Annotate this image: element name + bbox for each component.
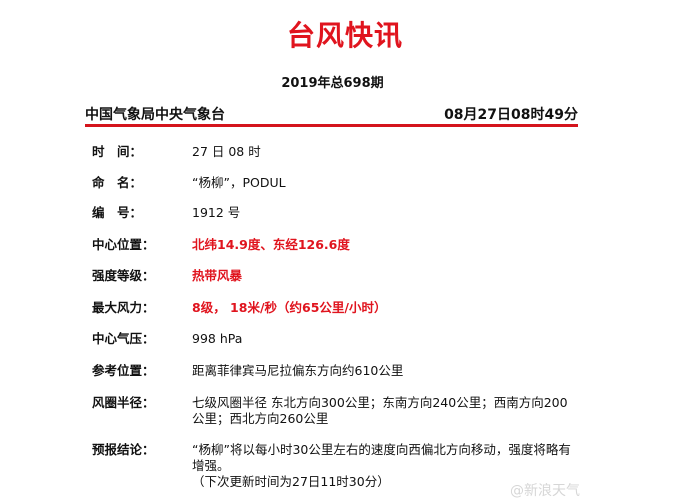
row-value: 27 日 08 时	[192, 144, 577, 160]
row-label: 强度等级：	[92, 268, 155, 283]
watermark: @新浪天气	[510, 483, 580, 499]
row-value: 8级， 18米/秒（约65公里/小时）	[192, 300, 577, 316]
row-label: 风圈半径：	[92, 395, 155, 410]
row-label: 预报结论：	[92, 442, 155, 457]
agency-name: 中国气象局中央气象台	[85, 107, 225, 123]
row-label: 命 名：	[92, 175, 143, 190]
row-label: 最大风力：	[92, 300, 155, 315]
row-label: 编 号：	[92, 205, 143, 220]
row-value-text: 七级风圈半径 东北方向300公里；东南方向240公里；西南方向200公里；西北方…	[192, 395, 568, 426]
row-value: 七级风圈半径 东北方向300公里；东南方向240公里；西南方向200公里；西北方…	[192, 395, 577, 427]
row-value: “杨柳”将以每小时30公里左右的速度向西偏北方向移动，强度将略有增强。 （下次更新…	[192, 442, 577, 490]
row-value-text: 27 日 08 时	[192, 144, 261, 159]
row-value-text: 热带风暴	[192, 268, 243, 283]
row-note: （下次更新时间为27日11时30分）	[192, 474, 390, 489]
row-label: 时 间：	[92, 144, 143, 159]
row-value-text: 北纬14.9度、东经126.6度	[192, 237, 350, 252]
row-value-text: 998 hPa	[192, 331, 243, 346]
row-value-text: “杨柳”将以每小时30公里左右的速度向西偏北方向移动，强度将略有增强。	[192, 442, 571, 473]
row-value: 热带风暴	[192, 268, 577, 284]
row-value-text: “杨柳”，PODUL	[192, 175, 286, 190]
row-label: 参考位置：	[92, 363, 155, 378]
row-value-text: 1912 号	[192, 205, 241, 220]
row-value: 北纬14.9度、东经126.6度	[192, 237, 577, 253]
row-label: 中心气压：	[92, 331, 155, 346]
row-value-text: 8级， 18米/秒（约65公里/小时）	[192, 300, 387, 315]
row-value: “杨柳”，PODUL	[192, 175, 577, 191]
issue-number: 2019年总698期	[281, 76, 384, 91]
row-label: 中心位置：	[92, 237, 155, 252]
row-value: 1912 号	[192, 205, 577, 221]
header-bar: 中国气象局中央气象台 08月27日08时49分	[85, 104, 578, 127]
row-value: 距离菲律宾马尼拉偏东方向约610公里	[192, 363, 577, 379]
row-value: 998 hPa	[192, 331, 577, 347]
issue-datetime: 08月27日08时49分	[444, 107, 578, 123]
page-title: 台风快讯	[286, 19, 403, 52]
row-value-text: 距离菲律宾马尼拉偏东方向约610公里	[192, 363, 404, 378]
